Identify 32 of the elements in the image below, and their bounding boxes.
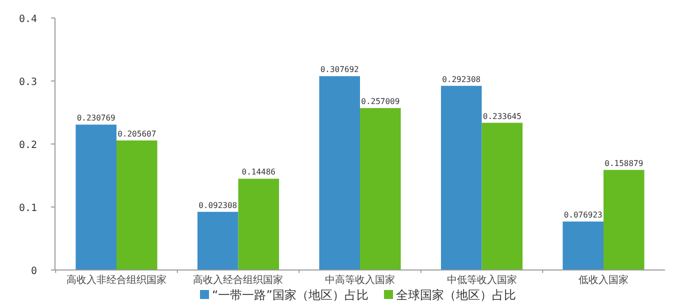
x-tick-label: 低收入国家: [578, 274, 629, 286]
bar: [360, 108, 401, 270]
bar: [76, 124, 116, 270]
y-tick-label: 0.4: [18, 14, 37, 25]
bar: [238, 178, 280, 270]
x-tick-label: 中高等收入国家: [325, 274, 395, 286]
bar: [604, 170, 644, 270]
x-tick-label: 高收入经合组织国家: [193, 274, 284, 286]
data-label: 0.205607: [118, 129, 156, 138]
y-tick-label: 0.2: [18, 140, 37, 151]
bar: [319, 76, 360, 270]
data-label: 0.307692: [320, 65, 360, 74]
bar: [440, 86, 482, 270]
y-tick-label: 0: [30, 266, 37, 277]
bar: [482, 122, 523, 270]
bar: [562, 222, 604, 270]
data-label: 0.233645: [482, 112, 522, 121]
data-label: 0.292308: [442, 74, 481, 84]
x-tick-label: 高收入非经合组织国家: [66, 274, 166, 286]
legend-label: 全球国家（地区）占比: [396, 288, 516, 302]
bar: [116, 140, 158, 270]
y-tick-label: 0.1: [18, 203, 37, 214]
data-label: 0.158879: [604, 158, 644, 168]
data-label: 0.076923: [564, 210, 603, 220]
data-label: 0.14486: [242, 168, 276, 177]
data-label: 0.230769: [76, 114, 116, 123]
y-tick-label: 0.3: [18, 77, 37, 88]
data-label: 0.257009: [361, 97, 400, 106]
data-label: 0.092308: [198, 200, 238, 210]
x-tick-label: 中低等收入国家: [446, 274, 517, 286]
legend-label: “一带一路”国家（地区）占比: [212, 288, 368, 302]
bar: [197, 212, 238, 270]
